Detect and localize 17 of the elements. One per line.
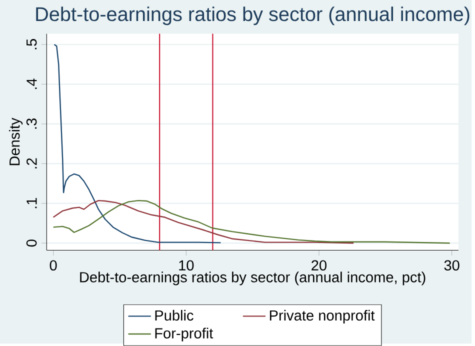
line-series	[52, 200, 450, 244]
x-tick-label: 0	[50, 260, 57, 271]
y-tick-label: .2	[26, 158, 37, 168]
x-axis-title: Debt-to-earnings ratios by sector (annual income, pct)	[80, 272, 426, 286]
x-tick-label: 10	[179, 260, 194, 271]
y-tick-label: .4	[26, 78, 37, 90]
y-tick-label: 0	[26, 240, 37, 247]
legend-label: Private nonprofit	[270, 310, 375, 324]
legend-label: For-profit	[155, 328, 214, 342]
y-tick-label: .3	[26, 118, 37, 129]
y-tick-label: .5	[26, 39, 37, 50]
x-tick-label: 30	[444, 260, 460, 271]
x-tick-label: 20	[312, 260, 326, 271]
chart-title: Debt-to-earnings ratios by sector (annual income)	[36, 6, 470, 26]
legend-label: Public	[155, 310, 194, 321]
y-axis-title: Density	[9, 118, 23, 166]
y-tick-label: .1	[26, 198, 37, 208]
